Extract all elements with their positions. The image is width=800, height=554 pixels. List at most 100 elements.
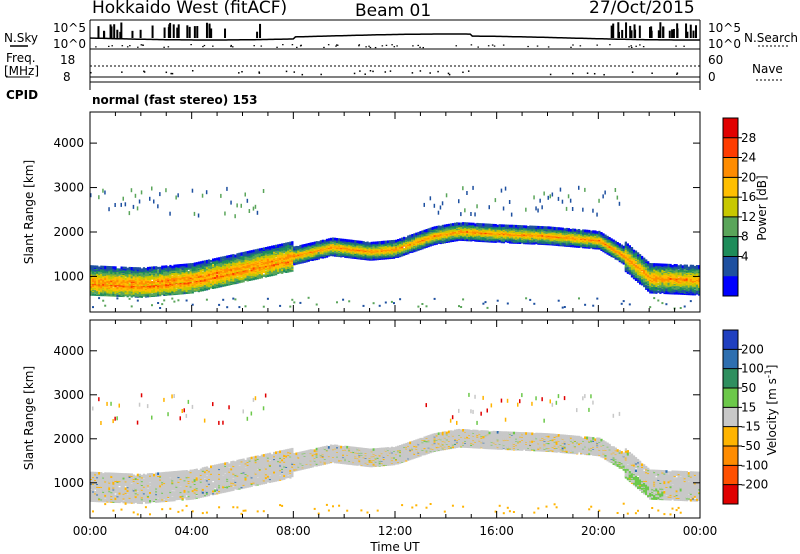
- nsearch-dot: [570, 46, 572, 48]
- colorbar-tick-label: 24: [741, 151, 756, 165]
- velocity-ylabel: Slant Range [km]: [22, 366, 36, 470]
- nsearch-dot: [630, 46, 633, 49]
- nsky-label: N.Sky: [4, 31, 39, 45]
- nsky-tick-bottom: 10^0: [53, 37, 86, 51]
- nsearch-dot: [291, 44, 294, 46]
- y-tick-label: 1000: [53, 269, 84, 283]
- y-tick-label: 4000: [53, 136, 84, 150]
- velocity-yticks: 1000 2000 3000 4000: [53, 344, 700, 490]
- x-tick-label: 00:00: [73, 524, 108, 538]
- cpid-text: normal (fast stereo) 153: [92, 93, 258, 107]
- nsearch-dot: [203, 44, 206, 47]
- nsearch-dot: [327, 44, 330, 46]
- colorbar-tick-label: -200: [741, 478, 768, 492]
- nsearch-dot: [369, 46, 372, 49]
- colorbar-swatch: [723, 349, 738, 370]
- freq-dot: [191, 70, 194, 72]
- freq-dot: [437, 70, 439, 73]
- legend-marks: [6, 45, 790, 81]
- nsearch-dot: [502, 44, 505, 46]
- nsearch-dot: [642, 46, 645, 48]
- freq-dot: [372, 70, 374, 73]
- colorbar-swatch: [723, 276, 738, 297]
- nsearch-dot: [374, 46, 377, 49]
- nsearch-dot: [253, 45, 255, 47]
- freq-dot: [462, 71, 464, 74]
- nsearch-dot: [536, 45, 539, 47]
- nsearch-dot: [107, 45, 110, 48]
- nsearch-dot: [335, 45, 337, 47]
- freq-dot: [171, 72, 174, 75]
- colorbar-swatch: [723, 197, 738, 218]
- nsky-trace: [89, 22, 700, 49]
- freq-dot: [353, 72, 356, 75]
- nsearch-dot: [336, 44, 338, 46]
- nsearch-dot: [487, 45, 490, 47]
- nsearch-dot: [232, 46, 234, 48]
- nsearch-dot: [385, 44, 388, 46]
- nsearch-dot: [683, 45, 685, 47]
- freq-tick-bottom: 8: [63, 70, 71, 84]
- nsearch-dot: [167, 46, 170, 48]
- nave-label: Nave: [752, 62, 783, 76]
- y-tick-label: 1000: [53, 476, 84, 490]
- nsearch-dot: [230, 44, 232, 47]
- nsearch-dot: [121, 45, 124, 47]
- colorbar-swatch: [723, 177, 738, 198]
- nsearch-dot: [323, 46, 325, 49]
- colorbar-tick-label: 100: [741, 362, 764, 376]
- freq-dot: [593, 72, 596, 75]
- nsearch-dot: [639, 44, 641, 46]
- freq-dot: [572, 72, 574, 75]
- nsearch-dot: [630, 45, 632, 47]
- freq-dot: [603, 73, 605, 76]
- x-tick-label: 16:00: [479, 524, 514, 538]
- y-tick-label: 2000: [53, 225, 84, 239]
- nave-tick-top: 60: [708, 53, 724, 67]
- nsearch-dot: [393, 46, 396, 48]
- x-tick-label: 20:00: [581, 524, 616, 538]
- freq-dot: [143, 71, 146, 73]
- nsearch-dot: [491, 44, 494, 46]
- nsearch-dot: [276, 46, 278, 48]
- freq-dot: [285, 70, 288, 73]
- freq-label: Freq.: [6, 51, 36, 65]
- freq-dot: [90, 71, 92, 74]
- colorbar-swatch: [723, 407, 738, 428]
- freq-dot: [467, 70, 470, 72]
- colorbar-tick-label: 20: [741, 170, 756, 184]
- nsearch-dot: [396, 45, 398, 47]
- nsearch-dot: [635, 45, 637, 47]
- x-tick-label: 04:00: [174, 524, 209, 538]
- nsearch-dot: [572, 44, 574, 46]
- nsearch-dot: [596, 44, 598, 46]
- y-tick-label: 2000: [53, 432, 84, 446]
- freq-dot: [447, 72, 450, 75]
- freq-unit-label: [MHz]: [4, 64, 40, 78]
- freq-dot: [419, 70, 422, 72]
- freq-dot: [165, 71, 168, 74]
- colorbar-swatch: [723, 157, 738, 178]
- nsearch-dot: [527, 45, 529, 48]
- nsearch-dot: [609, 44, 611, 46]
- nsearch-dot: [365, 46, 367, 48]
- power-panel: 1000 2000 3000 4000 Slant Range [km] 28 24 20…: [22, 111, 769, 313]
- cpid-label: CPID: [6, 88, 39, 102]
- power-colorbar-label: Power [dB]: [755, 175, 769, 240]
- freq-dot: [121, 71, 123, 73]
- nsearch-dot: [282, 44, 284, 46]
- colorbar-tick-label: 12: [741, 210, 756, 224]
- x-tick-label: 12:00: [378, 524, 413, 538]
- nsearch-dot: [358, 45, 360, 47]
- velocity-echoes: [90, 392, 701, 516]
- y-tick-label: 4000: [53, 344, 84, 358]
- nsearch-tick-top: 10^5: [708, 21, 741, 35]
- freq-tick-top: 18: [60, 53, 76, 67]
- nsearch-dot: [493, 45, 496, 47]
- nsearch-dot: [419, 46, 421, 48]
- freq-dot: [170, 72, 172, 75]
- colorbar-swatch: [723, 216, 738, 238]
- nsearch-dot: [381, 45, 384, 47]
- colorbar-tick-label: 200: [741, 342, 764, 356]
